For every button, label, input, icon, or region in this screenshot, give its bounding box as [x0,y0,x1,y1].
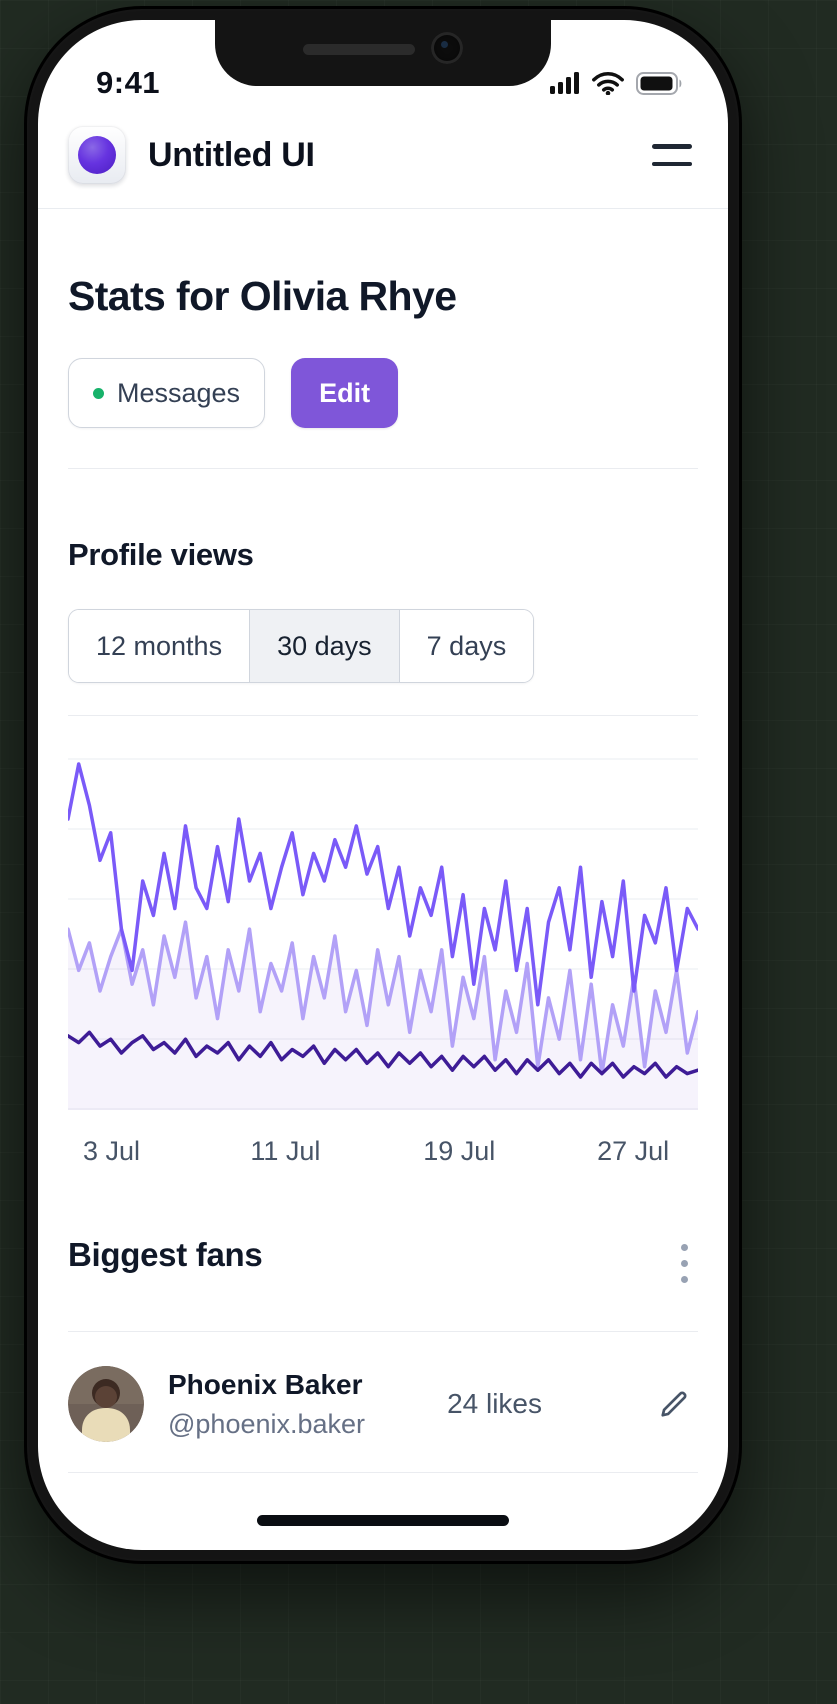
app-title: Untitled UI [148,135,315,174]
home-indicator[interactable] [257,1515,509,1526]
messages-status-dot-icon [93,387,104,399]
speaker-grille-icon [303,44,415,55]
chart-x-axis: 3 Jul 11 Jul 19 Jul 27 Jul [68,1136,698,1170]
x-tick-label: 3 Jul [82,1136,140,1166]
header-divider [38,208,728,209]
notch [215,20,551,86]
fans-divider [68,1331,698,1332]
fan-list-item[interactable]: Phoenix Baker @phoenix.baker 24 likes [68,1366,698,1442]
app-logo [68,126,126,184]
edit-button[interactable]: Edit [291,358,399,428]
phone-screen: 9:41 [38,20,728,1550]
cellular-signal-icon [550,72,579,94]
tab-30-days[interactable]: 30 days [249,610,399,682]
phone-frame: 9:41 [24,6,742,1564]
profile-views-chart: 3 Jul 11 Jul 19 Jul 27 Jul [68,758,698,1170]
kebab-menu-icon[interactable] [671,1236,698,1291]
biggest-fans-title: Biggest fans [68,1236,263,1273]
fans-header: Biggest fans [68,1236,698,1291]
x-tick-label: 19 Jul [423,1136,496,1166]
x-tick-label: 11 Jul [250,1136,321,1166]
front-camera-icon [431,32,463,64]
status-bar: 9:41 [38,20,728,116]
date-range-tabs: 12 months 30 days 7 days [68,609,535,683]
menu-icon[interactable] [650,138,694,172]
tab-7-days[interactable]: 7 days [398,610,534,682]
chart-top-divider [68,715,698,716]
profile-views-title: Profile views [68,537,254,572]
wifi-icon [592,71,624,95]
actions-row: Messages Edit [68,358,698,428]
fan-handle: @phoenix.baker [168,1408,366,1439]
section-divider [68,468,698,469]
app-header: Untitled UI [38,116,728,208]
pencil-icon [661,1391,687,1417]
fan-info: Phoenix Baker @phoenix.baker [168,1369,423,1440]
page-title: Stats for Olivia Rhye [68,273,457,319]
edit-fan-button[interactable] [650,1380,698,1428]
status-time: 9:41 [96,65,161,100]
tab-12-months[interactable]: 12 months [69,610,250,682]
profile-views-chart-svg [68,758,698,1110]
messages-chip[interactable]: Messages [68,358,266,428]
fan-likes: 24 likes [447,1388,542,1419]
battery-icon [636,71,682,95]
main-content: Stats for Olivia Rhye Messages Edit Prof… [38,273,728,1473]
fan-row-divider [68,1472,698,1473]
x-tick-label: 27 Jul [597,1136,670,1166]
status-icons [550,71,684,95]
messages-chip-label: Messages [117,377,241,408]
fan-avatar [68,1366,144,1442]
app-logo-mark-icon [78,136,116,174]
fan-name: Phoenix Baker [168,1368,363,1400]
